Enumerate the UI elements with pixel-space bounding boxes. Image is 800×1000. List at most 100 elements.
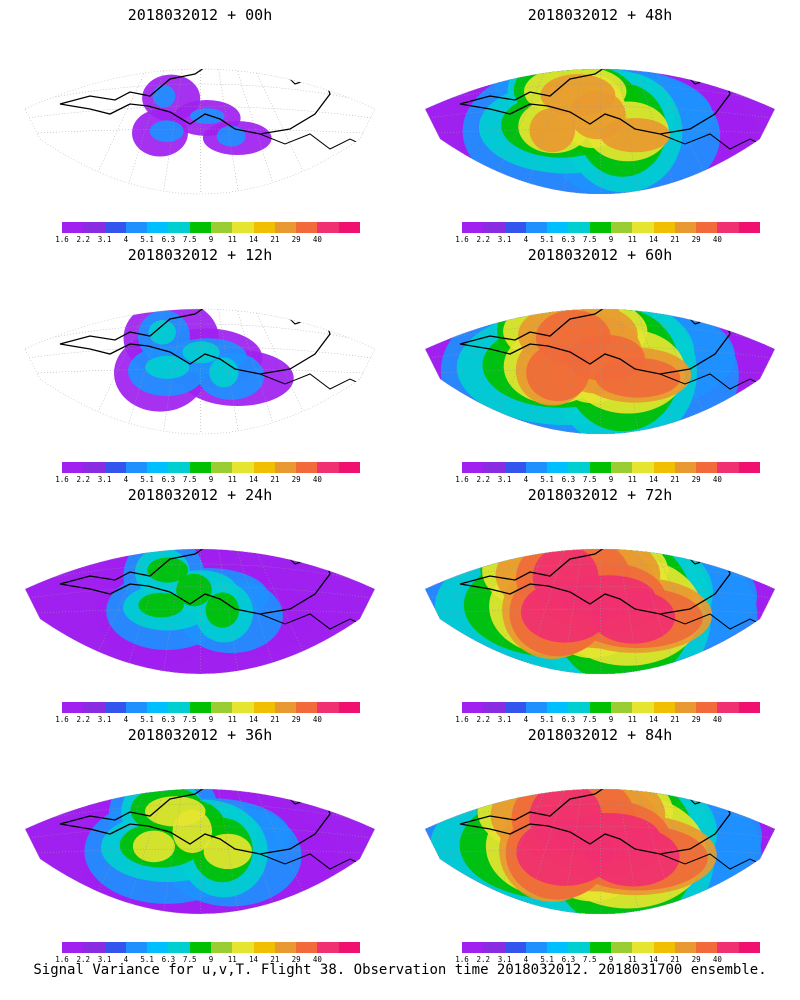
variance-contour: [148, 320, 177, 345]
colorbar-tick-label: 29: [291, 475, 301, 484]
colorbar-swatch: [210, 942, 233, 953]
colorbar-tick-label: 2.2: [476, 955, 491, 964]
panel-title: 2018032012 + 60h: [527, 246, 673, 264]
colorbar-swatch: [525, 702, 548, 713]
colorbar-swatch: [547, 702, 569, 713]
variance-contour: [535, 310, 611, 366]
colorbar-tick-label: 11: [627, 715, 637, 724]
colorbar-tick-label: 14: [649, 235, 659, 244]
colorbar-tick-label: 9: [208, 475, 214, 484]
colorbar-tick-label: 3.1: [97, 475, 112, 484]
colorbar-swatch: [168, 702, 190, 713]
colorbar-swatch: [632, 702, 654, 713]
colorbar-tick-label: 7.5: [582, 955, 597, 964]
colorbar-tick-label: 40: [712, 955, 722, 964]
colorbar-swatch: [696, 222, 718, 233]
colorbar-swatch: [210, 222, 233, 233]
colorbar-swatch: [632, 942, 654, 953]
colorbar-swatch: [253, 462, 275, 473]
colorbar-swatch: [483, 702, 505, 713]
colorbar-swatch: [253, 702, 275, 713]
colorbar-swatch: [168, 222, 190, 233]
colorbar-swatch: [83, 462, 105, 473]
colorbar-swatch: [62, 942, 84, 953]
colorbar-swatch: [147, 462, 169, 473]
variance-contour: [209, 357, 239, 388]
colorbar-tick-label: 21: [270, 715, 280, 724]
colorbar-swatch: [547, 222, 569, 233]
colorbar: [462, 222, 760, 233]
colorbar-swatch: [253, 942, 275, 953]
colorbar-swatch: [653, 942, 675, 953]
colorbar-swatch: [610, 702, 633, 713]
colorbar-swatch: [483, 462, 505, 473]
colorbar-tick-label: 14: [649, 715, 659, 724]
colorbar-swatch: [610, 462, 633, 473]
colorbar-tick-label: 29: [691, 235, 701, 244]
variance-contour: [145, 355, 190, 379]
colorbar-swatch: [104, 222, 126, 233]
colorbar-swatch: [483, 222, 505, 233]
colorbar-tick-label: 4: [523, 955, 529, 964]
colorbar-tick-label: 14: [249, 715, 259, 724]
colorbar: [62, 222, 360, 233]
colorbar-swatch: [274, 222, 297, 233]
colorbar-tick-label: 1.6: [455, 715, 469, 724]
variance-contour: [529, 789, 602, 852]
colorbar-tick-label: 40: [312, 715, 322, 724]
colorbar-swatch: [504, 462, 526, 473]
colorbar-tick-label: 9: [208, 955, 214, 964]
colorbar-tick-label: 9: [608, 475, 614, 484]
colorbar-tick-label: 7.5: [582, 715, 597, 724]
colorbar-tick-label: 1.6: [55, 955, 69, 964]
colorbar-tick-label: 40: [312, 475, 322, 484]
colorbar-swatch: [62, 702, 84, 713]
colorbar-tick-label: 6.3: [161, 235, 176, 244]
colorbar-tick-label: 2.2: [476, 475, 491, 484]
colorbar-swatch: [717, 462, 739, 473]
colorbar-tick-label: 5.1: [540, 235, 554, 244]
colorbar-swatch: [696, 702, 718, 713]
colorbar-tick-label: 14: [249, 955, 259, 964]
colorbar-tick-label: 9: [608, 715, 614, 724]
colorbar-swatch: [696, 942, 718, 953]
colorbar-swatch: [83, 942, 105, 953]
variance-contour: [540, 74, 616, 117]
colorbar-tick-label: 21: [670, 475, 680, 484]
colorbar-swatch: [738, 222, 760, 233]
variance-contour: [144, 796, 206, 827]
variance-map: [24, 68, 376, 195]
colorbar-tick-label: 9: [608, 955, 614, 964]
colorbar-tick-label: 11: [227, 235, 237, 244]
colorbar-tick-label: 40: [712, 715, 722, 724]
colorbar-tick-label: 4: [123, 715, 129, 724]
colorbar-swatch: [104, 462, 126, 473]
colorbar-swatch: [547, 942, 569, 953]
map-panel: 2018032012 + 24h 1.6 2.2 3.1 4 5.1 6.3 7.5 9 11 1…: [0, 480, 400, 724]
colorbar-tick-label: 21: [670, 715, 680, 724]
colorbar-tick-label: 1.6: [55, 475, 69, 484]
colorbar-tick-label: 21: [670, 235, 680, 244]
colorbar-swatch: [696, 462, 718, 473]
colorbar-swatch: [338, 942, 360, 953]
colorbar-swatch: [232, 222, 254, 233]
colorbar-swatch: [525, 222, 548, 233]
panel-title: 2018032012 + 84h: [527, 726, 673, 744]
variance-contour: [182, 341, 220, 364]
colorbar-tick-label: 6.3: [161, 715, 176, 724]
colorbar-swatch: [653, 462, 675, 473]
colorbar-swatch: [62, 462, 84, 473]
panel-title: 2018032012 + 72h: [527, 486, 673, 504]
colorbar-tick-label: 7.5: [182, 715, 197, 724]
colorbar-swatch: [483, 942, 505, 953]
colorbar-swatch: [125, 942, 148, 953]
colorbar-tick-label: 29: [291, 955, 301, 964]
variance-map: [424, 548, 776, 675]
variance-contour: [152, 84, 176, 108]
colorbar-swatch: [547, 462, 569, 473]
colorbar-swatch: [674, 462, 697, 473]
variance-contour: [591, 590, 676, 644]
colorbar-tick-label: 5.1: [540, 475, 554, 484]
colorbar-swatch: [589, 462, 611, 473]
variance-map: [24, 548, 376, 675]
